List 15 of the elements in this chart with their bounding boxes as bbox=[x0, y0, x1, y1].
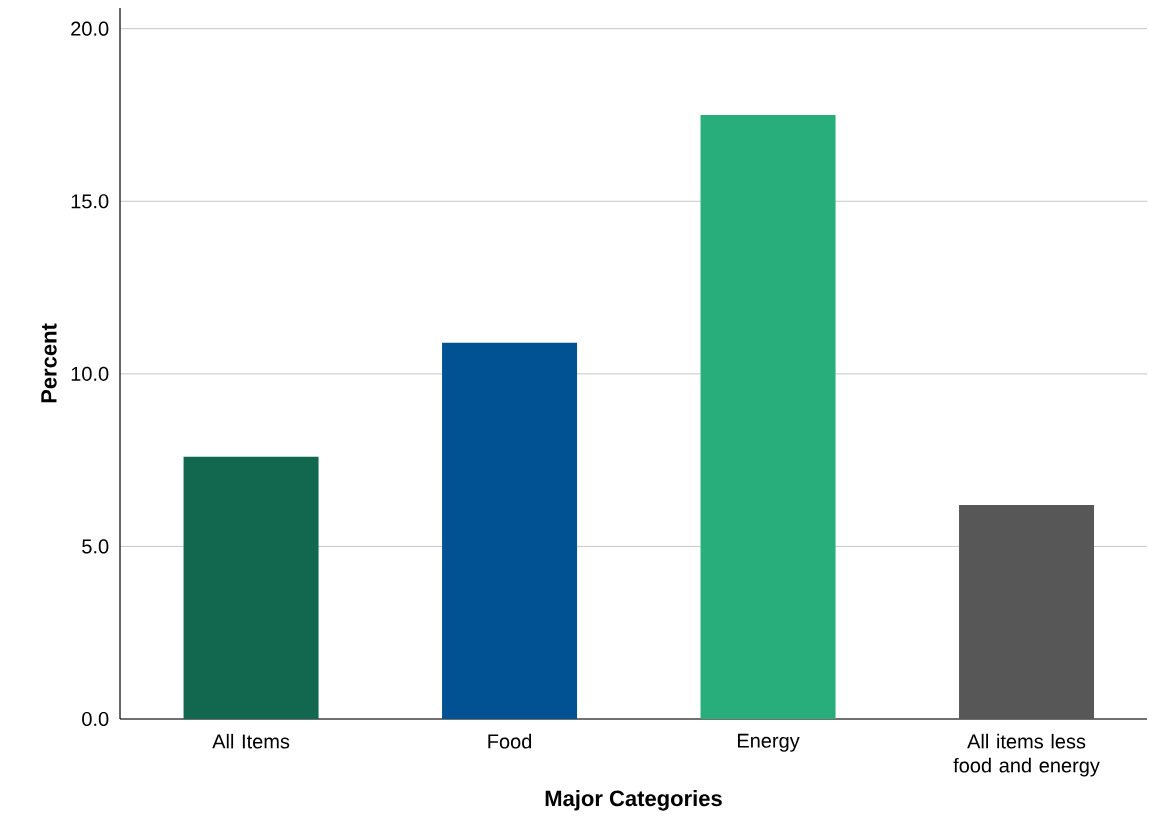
y-tick-label: 20.0 bbox=[71, 21, 109, 36]
y-tick-label: 15.0 bbox=[71, 194, 109, 209]
x-tick-label: Energy bbox=[738, 733, 800, 752]
bar bbox=[959, 504, 1095, 719]
y-tick-label: 5.0 bbox=[82, 539, 109, 554]
bar bbox=[442, 342, 578, 719]
x-tick-label: All items less food and energy bbox=[953, 733, 1100, 777]
x-tick-label: Food bbox=[488, 733, 532, 749]
bar bbox=[700, 114, 836, 719]
x-tick-label: All Items bbox=[212, 733, 290, 749]
y-tick-label: 0.0 bbox=[82, 711, 109, 726]
x-axis-title: Major Categories bbox=[545, 789, 722, 811]
y-axis-title: Percent bbox=[41, 323, 57, 403]
bar bbox=[183, 456, 319, 719]
y-tick-label: 10.0 bbox=[71, 366, 109, 381]
